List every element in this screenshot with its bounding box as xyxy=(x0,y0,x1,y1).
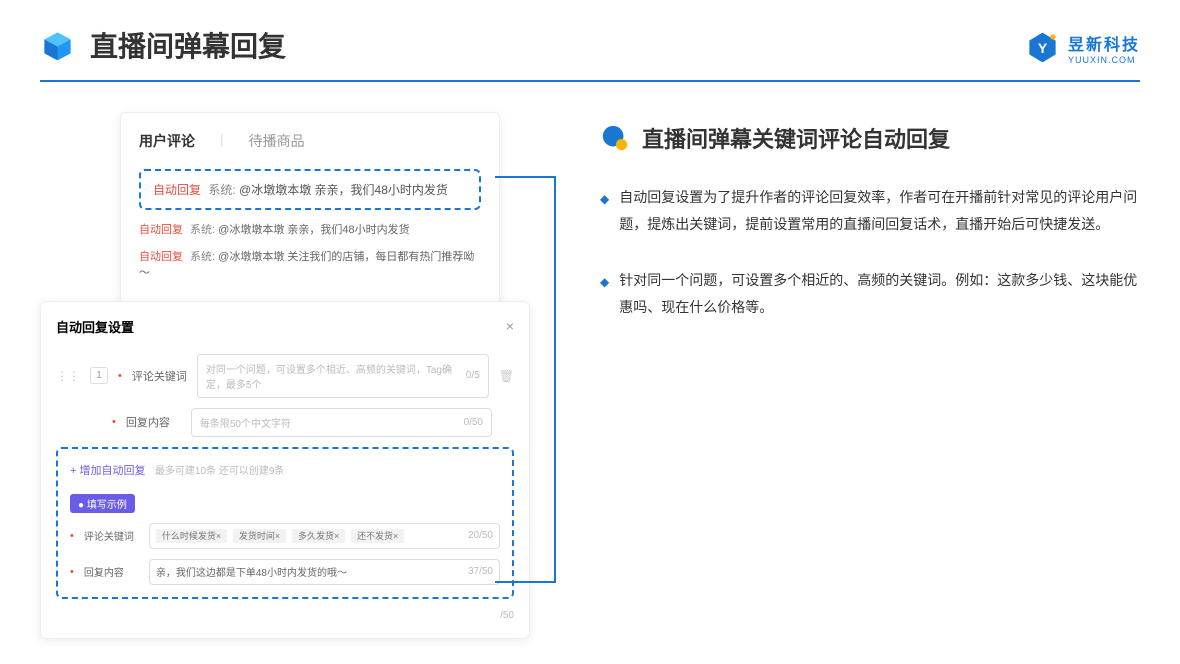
brand-name: 昱新科技 xyxy=(1068,31,1140,55)
drag-icon[interactable]: ⋮⋮ xyxy=(56,369,80,383)
keyword-row: ⋮⋮ 1 • 评论关键词 对同一个问题，可设置多个相近、高频的关键词，Tag确定… xyxy=(56,354,514,398)
section-title: 直播间弹幕关键词评论自动回复 xyxy=(642,122,950,154)
reply-label: 回复内容 xyxy=(126,414,181,430)
header: 直播间弹幕回复 xyxy=(0,0,1180,80)
highlighted-comment: 自动回复 系统: @冰墩墩本墩 亲亲，我们48小时内发货 xyxy=(139,169,481,210)
tab-products[interactable]: 待播商品 xyxy=(249,131,305,151)
add-reply-link[interactable]: + 增加自动回复 xyxy=(70,462,145,478)
diamond-icon: ◆ xyxy=(600,271,609,320)
tabs: 用户评论 | 待播商品 xyxy=(139,131,481,151)
right-column: 直播间弹幕关键词评论自动回复 ◆ 自动回复设置为了提升作者的评论回复效率，作者可… xyxy=(540,112,1140,639)
page-title: 直播间弹幕回复 xyxy=(90,25,286,65)
comment-row: 自动回复 系统: @冰墩墩本墩 亲亲，我们48小时内发货 xyxy=(139,222,481,239)
reply-input[interactable]: 每条限50个中文字符 0/50 xyxy=(191,408,492,437)
ex-reply-label: 回复内容 xyxy=(84,564,139,579)
svg-text:Y: Y xyxy=(1038,40,1048,56)
header-divider xyxy=(40,80,1140,82)
logo-cube-icon xyxy=(40,28,75,63)
reply-row: • 回复内容 每条限50个中文字符 0/50 xyxy=(56,408,514,437)
left-column: 用户评论 | 待播商品 自动回复 系统: @冰墩墩本墩 亲亲，我们48小时内发货… xyxy=(40,112,540,639)
tab-comments[interactable]: 用户评论 xyxy=(139,131,195,151)
brand-url: YUUXIN.COM xyxy=(1068,55,1140,65)
comment-row: 自动回复 系统: @冰墩墩本墩 关注我们的店铺，每日都有热门推荐呦～ xyxy=(139,249,481,282)
section-heading: 直播间弹幕关键词评论自动回复 xyxy=(600,122,1140,154)
delete-icon[interactable]: 🗑 xyxy=(499,369,514,383)
outer-count: /50 xyxy=(500,610,514,621)
brand-icon: Y xyxy=(1025,30,1060,65)
example-tag: ● 填写示例 xyxy=(70,494,135,513)
comments-panel: 用户评论 | 待播商品 自动回复 系统: @冰墩墩本墩 亲亲，我们48小时内发货… xyxy=(120,112,500,311)
ex-reply-input[interactable]: 亲，我们这边都是下单48小时内发货的哦～ 37/50 xyxy=(149,559,500,585)
keyword-input[interactable]: 对同一个问题，可设置多个相近、高频的关键词，Tag确定，最多5个 0/5 xyxy=(197,354,489,398)
example-box: + 增加自动回复 最多可建10条 还可以创建9条 ● 填写示例 • 评论关键词 … xyxy=(56,447,514,599)
close-icon[interactable]: × xyxy=(506,318,514,334)
bullet-item: ◆ 自动回复设置为了提升作者的评论回复效率，作者可在开播前针对常见的评论用户问题… xyxy=(600,184,1140,237)
settings-title: 自动回复设置 xyxy=(56,317,134,336)
brand-logo: Y 昱新科技 YUUXIN.COM xyxy=(1025,30,1140,65)
auto-reply-tag: 自动回复 xyxy=(153,183,201,197)
chat-icon xyxy=(600,123,630,153)
ex-kw-input[interactable]: 什么时候发货× 发货时间× 多久发货× 还不发货× 20/50 xyxy=(149,523,500,549)
index-badge: 1 xyxy=(90,367,108,384)
bullet-item: ◆ 针对同一个问题，可设置多个相近的、高频的关键词。例如：这款多少钱、这块能优惠… xyxy=(600,267,1140,320)
ex-kw-label: 评论关键词 xyxy=(84,528,139,543)
keyword-label: 评论关键词 xyxy=(132,368,187,384)
diamond-icon: ◆ xyxy=(600,188,609,237)
settings-panel: 自动回复设置 × ⋮⋮ 1 • 评论关键词 对同一个问题，可设置多个相近、高频的… xyxy=(40,301,530,639)
add-note: 最多可建10条 还可以创建9条 xyxy=(155,466,284,477)
